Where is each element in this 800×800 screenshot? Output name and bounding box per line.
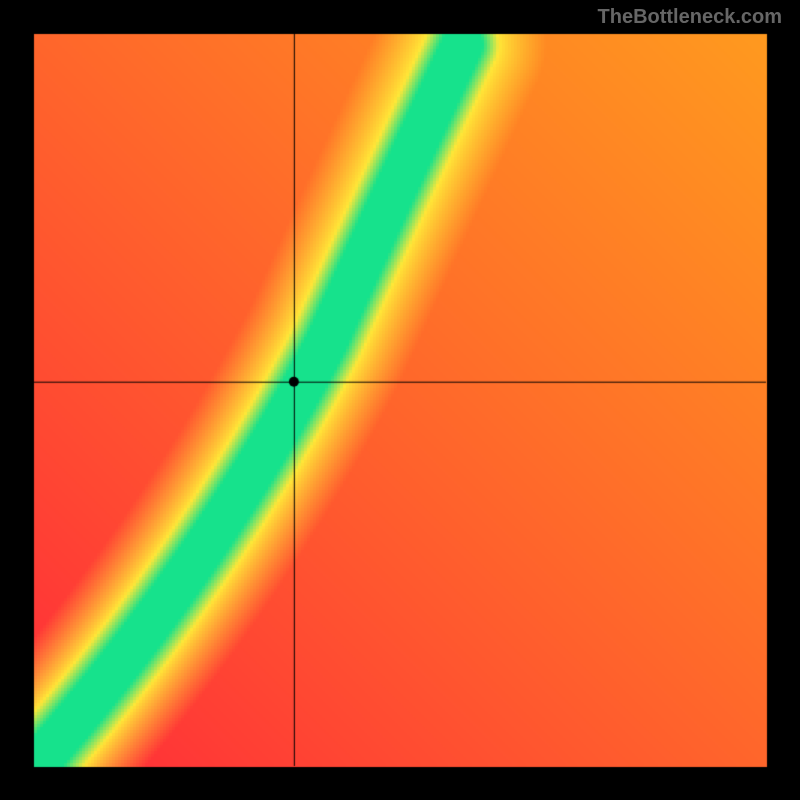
watermark-text: TheBottleneck.com	[598, 6, 782, 29]
chart-container: TheBottleneck.com	[0, 0, 800, 800]
heatmap-canvas	[0, 0, 800, 800]
